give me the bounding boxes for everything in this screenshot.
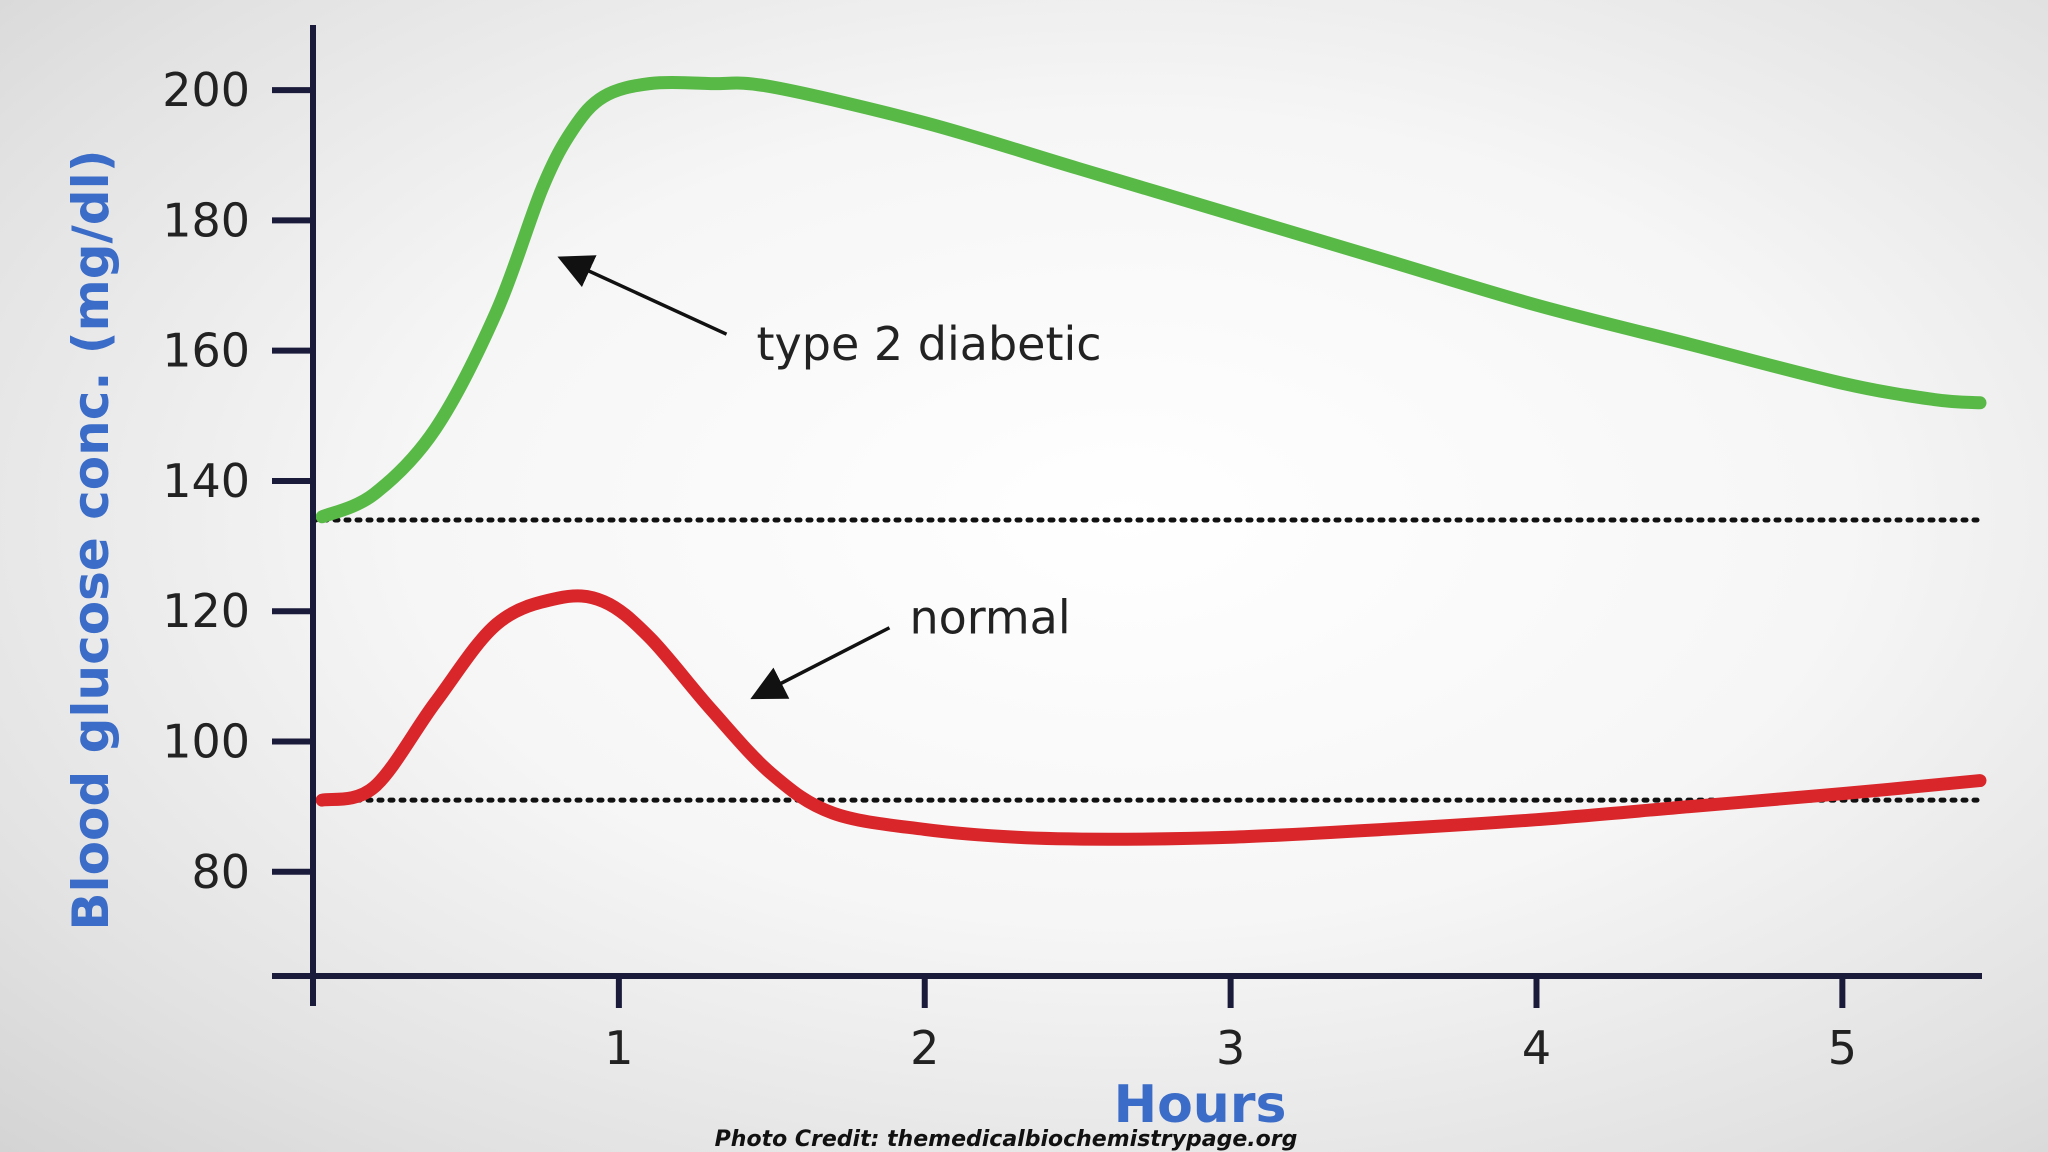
- ticks: 80 100 120 140 160 180 200 1 2 3 4 5: [162, 63, 1857, 1075]
- axes: [272, 25, 1982, 1006]
- annotation-label: normal: [909, 591, 1070, 645]
- y-tick-label: 120: [162, 584, 250, 638]
- annotations: type 2 diabetic normal: [557, 255, 1102, 700]
- reference-lines: [310, 517, 1983, 803]
- x-tick-label: 4: [1522, 1021, 1551, 1075]
- annotation-arrow: [750, 626, 891, 700]
- y-axis-title: Blood glucose conc. (mg/dl): [62, 149, 120, 930]
- x-tick-label: 3: [1216, 1021, 1245, 1075]
- y-tick-label: 180: [162, 193, 250, 247]
- y-tick-label: 100: [162, 715, 250, 769]
- y-tick-label: 140: [162, 454, 250, 508]
- x-tick-label: 1: [604, 1021, 633, 1075]
- y-tick-label: 80: [191, 845, 250, 899]
- photo-credit: Photo Credit: themedicalbiochemistrypage…: [715, 1127, 1298, 1152]
- y-tick-label: 160: [162, 324, 250, 378]
- annotation-label: type 2 diabetic: [757, 317, 1102, 371]
- series-line: [315, 589, 1987, 846]
- series-lines: [315, 76, 1987, 846]
- series-line: [315, 76, 1987, 524]
- y-tick-label: 200: [162, 63, 250, 117]
- x-axis-title: Hours: [1114, 1075, 1287, 1135]
- annotation-arrow: [557, 255, 728, 336]
- x-tick-label: 5: [1828, 1021, 1857, 1075]
- x-tick-label: 2: [910, 1021, 939, 1075]
